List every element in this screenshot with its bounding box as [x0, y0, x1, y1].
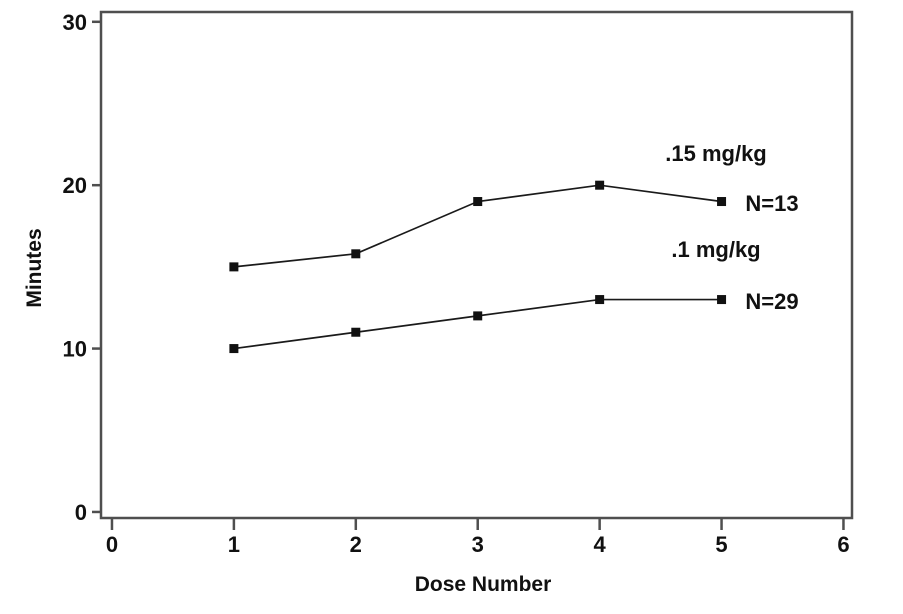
- data-point-marker: [595, 180, 605, 190]
- series-n-label-1mgkg: N=29: [745, 289, 799, 314]
- series-n-label-15mgkg: N=13: [745, 191, 799, 216]
- x-tick-label: 2: [350, 532, 362, 557]
- data-point-marker: [229, 262, 239, 272]
- x-tick-label: 1: [228, 532, 240, 557]
- x-tick-label: 6: [837, 532, 849, 557]
- y-tick-label: 30: [63, 10, 87, 35]
- series-label-15mgkg: .15 mg/kg: [665, 141, 767, 166]
- series-line-1: [233, 298, 722, 350]
- y-tick-label: 0: [75, 500, 87, 525]
- data-point-marker: [717, 295, 727, 305]
- data-point-marker: [473, 311, 483, 321]
- data-point-marker: [351, 327, 361, 337]
- y-axis-title: Minutes: [23, 228, 46, 308]
- x-tick-label: 0: [106, 532, 118, 557]
- x-tick-label: 5: [715, 532, 727, 557]
- y-tick-label: 20: [63, 173, 87, 198]
- data-point-marker: [351, 249, 361, 259]
- x-tick-label: 3: [472, 532, 484, 557]
- data-point-marker: [229, 344, 239, 354]
- data-point-marker: [473, 197, 483, 207]
- plot-box: [99, 10, 854, 520]
- data-point-marker: [717, 197, 727, 207]
- y-tick-label: 10: [63, 337, 87, 362]
- x-axis-title: Dose Number: [414, 573, 552, 596]
- series-label-1mgkg: .1 mg/kg: [671, 237, 761, 262]
- data-point-marker: [595, 295, 605, 305]
- x-tick-label: 4: [594, 532, 607, 557]
